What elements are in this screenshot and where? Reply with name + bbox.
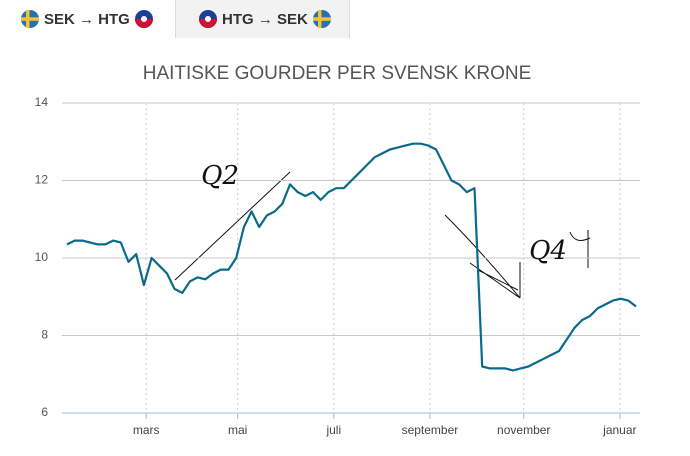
flag-ht [134, 10, 153, 28]
x-tick-label: september [402, 423, 459, 437]
y-tick-label: 8 [41, 328, 48, 342]
y-tick-label: 10 [35, 250, 49, 264]
x-tick-label: januar [602, 423, 636, 437]
x-tick-label: mars [133, 423, 160, 437]
tab[interactable]: SEK → HTG [0, 0, 175, 38]
tab-label: SEK → HTG [44, 10, 130, 28]
x-tick-label: juli [325, 423, 341, 437]
tab[interactable]: HTG → SEK [175, 0, 350, 38]
chart: HAITISKE GOURDER PER SVENSK KRONE 6 8 10 12… [35, 63, 640, 437]
grid: 6 8 10 12 14 mars mai juli september november janu… [35, 95, 640, 437]
flag-se [21, 10, 39, 28]
x-tick-label: mai [228, 423, 247, 437]
marks [66, 142, 637, 372]
tab-bar: SEK → HTG HTG → SEK [0, 0, 690, 40]
annotation: Q2 [201, 161, 239, 191]
flag-se [312, 10, 331, 28]
flag-ht [199, 10, 217, 28]
tab-label: HTG → SEK [222, 10, 308, 28]
y-tick-label: 12 [35, 173, 49, 187]
y-tick-label: 14 [35, 95, 49, 109]
y-tick-label: 6 [41, 405, 48, 419]
handwriting [174, 171, 591, 299]
annotation: Q4 [529, 236, 567, 266]
x-tick-label: november [497, 423, 550, 437]
line [66, 142, 637, 372]
chart-title: HAITISKE GOURDER PER SVENSK KRONE [143, 63, 532, 84]
